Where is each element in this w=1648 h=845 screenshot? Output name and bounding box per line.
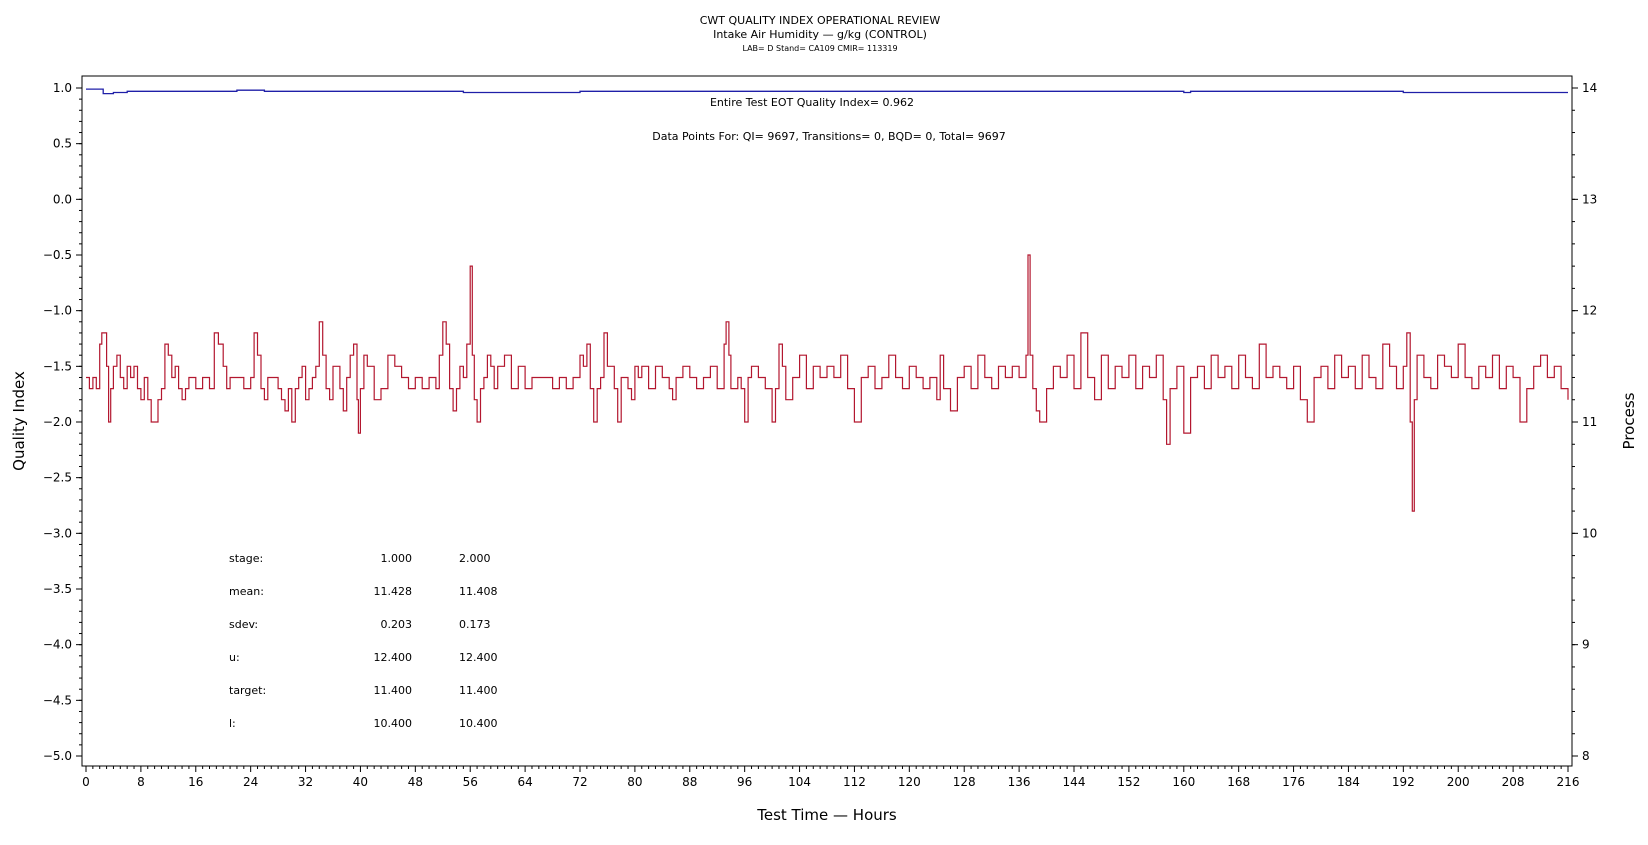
y-tick-label: −1.0 (43, 304, 72, 318)
x-tick-label: 80 (627, 775, 642, 789)
stats-value-stage1: 12.400 (374, 651, 413, 664)
stats-value-stage1: 10.400 (374, 717, 413, 730)
y-tick-label: 0.0 (53, 192, 72, 206)
series-line-quality-index (86, 88, 1568, 95)
x-tick-label: 56 (463, 775, 478, 789)
stats-value-stage2: 0.173 (459, 618, 491, 631)
stats-value-stage1: 11.428 (374, 585, 413, 598)
x-tick-label: 112 (843, 775, 866, 789)
stats-value-stage1: 1.000 (381, 552, 413, 565)
x-tick-label: 176 (1282, 775, 1305, 789)
stats-value-stage1: 11.400 (374, 684, 413, 697)
x-tick-label: 120 (898, 775, 921, 789)
y-tick-label: −2.0 (43, 415, 72, 429)
x-tick-label: 8 (137, 775, 145, 789)
y-axis-right: 14 13 12 11 10 9 8 (1572, 81, 1597, 763)
x-tick-label: 24 (243, 775, 258, 789)
y2-tick-label: 8 (1582, 749, 1590, 763)
stats-value-stage2: 2.000 (459, 552, 491, 565)
x-tick-label: 64 (517, 775, 532, 789)
y-tick-label: −0.5 (43, 248, 72, 262)
x-tick-label: 48 (408, 775, 423, 789)
x-axis: 0 8 16 24 32 40 48 56 64 72 80 88 96 104 112 120 128 136 1… (82, 766, 1579, 789)
chart-title: CWT QUALITY INDEX OPERATIONAL REVIEW (700, 14, 941, 27)
x-tick-label: 0 (82, 775, 90, 789)
x-tick-label: 168 (1227, 775, 1250, 789)
x-tick-label: 104 (788, 775, 811, 789)
x-tick-label: 72 (572, 775, 587, 789)
y-tick-label: −1.5 (43, 359, 72, 373)
x-axis-label: Test Time — Hours (756, 806, 897, 824)
y-tick-label: −4.0 (43, 638, 72, 652)
y2-tick-label: 12 (1582, 304, 1597, 318)
x-tick-label: 200 (1447, 775, 1470, 789)
y-tick-label: −3.5 (43, 582, 72, 596)
stats-label: mean: (229, 585, 264, 598)
stats-value-stage2: 11.408 (459, 585, 498, 598)
y2-tick-label: 10 (1582, 526, 1597, 540)
x-tick-label: 216 (1557, 775, 1580, 789)
x-tick-label: 96 (737, 775, 752, 789)
x-tick-label: 184 (1337, 775, 1360, 789)
y-axis-label: Quality Index (10, 371, 28, 471)
stats-label: target: (229, 684, 266, 697)
y-tick-label: 0.5 (53, 137, 72, 151)
x-tick-label: 88 (682, 775, 697, 789)
y-tick-label: −4.5 (43, 693, 72, 707)
x-tick-label: 136 (1008, 775, 1031, 789)
x-tick-label: 40 (353, 775, 368, 789)
stats-label: u: (229, 651, 240, 664)
x-tick-label: 152 (1117, 775, 1140, 789)
x-tick-label: 192 (1392, 775, 1415, 789)
y-tick-label: −3.0 (43, 526, 72, 540)
x-tick-label: 32 (298, 775, 313, 789)
y-tick-label: 1.0 (53, 81, 72, 95)
chart-meta: LAB= D Stand= CA109 CMIR= 113319 (742, 44, 897, 53)
y-tick-label: −5.0 (43, 749, 72, 763)
stats-table: stage: 1.000 2.000 mean: 11.428 11.408 sdev: 0.… (229, 552, 498, 730)
series-layer (86, 88, 1569, 512)
stats-label: sdev: (229, 618, 258, 631)
stats-value-stage2: 11.400 (459, 684, 498, 697)
y2-tick-label: 14 (1582, 81, 1597, 95)
y-tick-label: −2.5 (43, 471, 72, 485)
x-tick-label: 208 (1502, 775, 1525, 789)
x-tick-label: 128 (953, 775, 976, 789)
y2-tick-label: 13 (1582, 192, 1597, 206)
points-annotation: Data Points For: QI= 9697, Transitions= … (652, 130, 1006, 143)
y2-tick-label: 11 (1582, 415, 1597, 429)
y2-axis-label: Process (1620, 392, 1638, 449)
stats-value-stage2: 12.400 (459, 651, 498, 664)
stats-label: l: (229, 717, 236, 730)
eot-annotation: Entire Test EOT Quality Index= 0.962 (710, 96, 914, 109)
x-tick-label: 160 (1172, 775, 1195, 789)
stats-value-stage2: 10.400 (459, 717, 498, 730)
x-tick-label: 144 (1063, 775, 1086, 789)
chart-subtitle: Intake Air Humidity — g/kg (CONTROL) (713, 28, 927, 41)
y-axis-left: 1.0 0.5 0.0 −0.5 −1.0 −1.5 −2.0 −2.5 −3.0 −3.5 −4.… (43, 81, 82, 763)
stats-value-stage1: 0.203 (381, 618, 413, 631)
minor-ticks (79, 87, 1575, 769)
stats-label: stage: (229, 552, 263, 565)
series-line-process (86, 254, 1569, 512)
x-tick-label: 16 (188, 775, 203, 789)
y2-tick-label: 9 (1582, 638, 1590, 652)
